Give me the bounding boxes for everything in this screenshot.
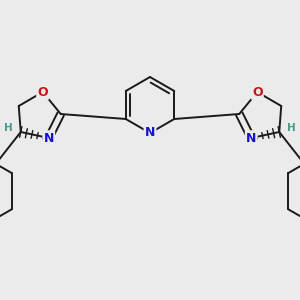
Text: N: N — [246, 131, 256, 145]
Text: O: O — [38, 85, 48, 98]
Text: N: N — [145, 127, 155, 140]
Text: N: N — [44, 131, 54, 145]
Text: H: H — [4, 123, 13, 133]
Text: H: H — [287, 123, 296, 133]
Text: O: O — [252, 85, 262, 98]
